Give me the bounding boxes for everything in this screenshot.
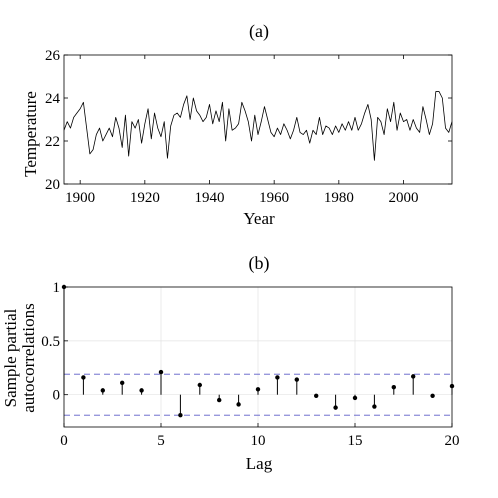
panel-b-stem-marker xyxy=(372,404,377,409)
panel-b-stem-marker xyxy=(352,395,358,401)
panel-a-xtick-label: 1920 xyxy=(130,190,160,206)
panel-b-stem-marker xyxy=(333,405,338,410)
panel-a-xtick-label: 2000 xyxy=(389,190,419,206)
panel-b-title: (b) xyxy=(249,253,270,274)
panel-a-plot-area: 1900 1920 1940 1960 1980 2000 20 22 24 26 xyxy=(45,48,453,206)
panel-a-xtick-label: 1900 xyxy=(65,190,95,206)
panel-b-plot-area: 0 5 10 15 20 0 0.5 1 xyxy=(41,280,459,449)
panel-b-stem-marker xyxy=(449,383,455,389)
panel-b-ytick-label: 0.5 xyxy=(41,334,60,350)
panel-a-ytick-label: 22 xyxy=(45,134,60,150)
panel-b-stem-marker xyxy=(178,412,183,418)
panel-b-ylabel: Sample partial autocorrelations xyxy=(1,303,38,413)
panel-b-ylabel-line-1: Sample partial xyxy=(1,308,20,407)
panel-a-title: (a) xyxy=(249,21,269,42)
panel-a-ytick-label: 24 xyxy=(45,91,61,107)
panel-b-ylabel-line-2: autocorrelations xyxy=(19,303,38,413)
panel-b-stem-marker xyxy=(430,393,435,398)
panel-b-pacf-chart: (b) 0 5 10 15 20 0 0.5 1 Lag Sample partial aut… xyxy=(1,253,460,473)
panel-b-stem-marker xyxy=(314,393,319,398)
panel-b-stem-marker xyxy=(255,387,261,392)
panel-b-xtick-label: 20 xyxy=(445,433,460,449)
panel-b-stem-marker xyxy=(120,380,125,386)
panel-b-xtick-label: 10 xyxy=(251,433,266,449)
panel-a-xlabel: Year xyxy=(243,209,275,228)
panel-b-stem-marker xyxy=(61,284,67,290)
panel-b-stem-marker xyxy=(81,375,86,380)
panel-b-xlabel: Lag xyxy=(246,454,273,473)
panel-b-xtick-label: 0 xyxy=(60,433,68,449)
panel-b-xtick-label: 15 xyxy=(348,433,363,449)
panel-b-stem-marker xyxy=(100,388,106,393)
panel-a-ylabel: Temperature xyxy=(21,91,40,177)
panel-b-stem-marker xyxy=(217,397,222,403)
panel-b-stem-marker xyxy=(294,377,299,382)
panel-b-stem-marker xyxy=(236,402,241,407)
panel-b-ytick-label: 1 xyxy=(53,280,61,296)
panel-b-stem-marker xyxy=(411,374,416,379)
panel-a-xtick-label: 1940 xyxy=(195,190,225,206)
panel-b-stem-marker xyxy=(139,388,144,393)
panel-b-stem-marker xyxy=(197,382,202,388)
panel-a-axes-box xyxy=(63,54,453,185)
panel-b-ytick-label: 0 xyxy=(53,388,61,404)
panel-b-stem-marker xyxy=(275,375,280,380)
panel-b-stem-marker xyxy=(391,384,396,390)
panel-a-ytick-label: 20 xyxy=(45,177,60,193)
panel-a-xtick-label: 1960 xyxy=(259,190,289,206)
panel-a-temperature-line xyxy=(63,91,453,161)
panel-b-xtick-label: 5 xyxy=(157,433,165,449)
panel-a-xtick-label: 1980 xyxy=(324,190,354,206)
panel-b-stem-marker xyxy=(158,369,164,375)
panel-a-ytick-label: 26 xyxy=(45,48,61,64)
panel-a-temperature-chart: (a) 1900 1920 1940 1960 1980 2000 20 22 24 26 Yea… xyxy=(21,21,453,228)
